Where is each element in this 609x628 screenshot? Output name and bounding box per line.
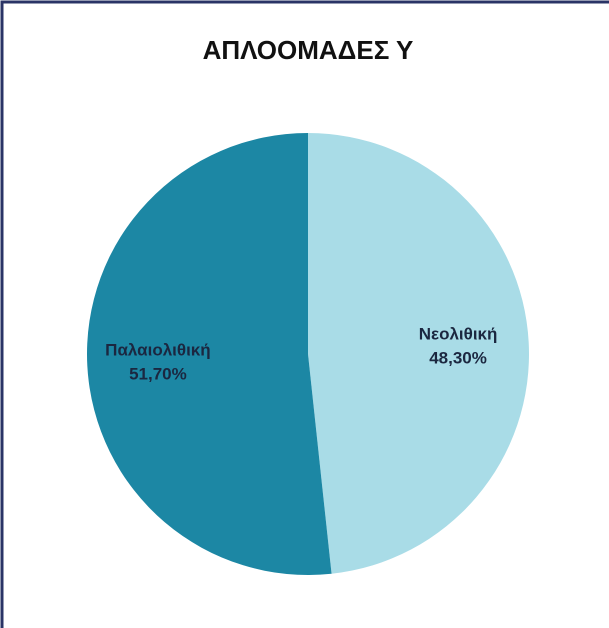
chart-title: ΑΠΛΟΟΜΑΔΕΣ Υ <box>203 35 414 65</box>
pie-slice <box>308 133 530 574</box>
slice-label: Παλαιολιθική <box>105 341 211 360</box>
slice-label: Νεολιθική <box>419 324 498 343</box>
slice-value-label: 48,30% <box>429 348 487 367</box>
pie-slice <box>87 133 332 575</box>
slice-value-label: 51,70% <box>129 365 187 384</box>
